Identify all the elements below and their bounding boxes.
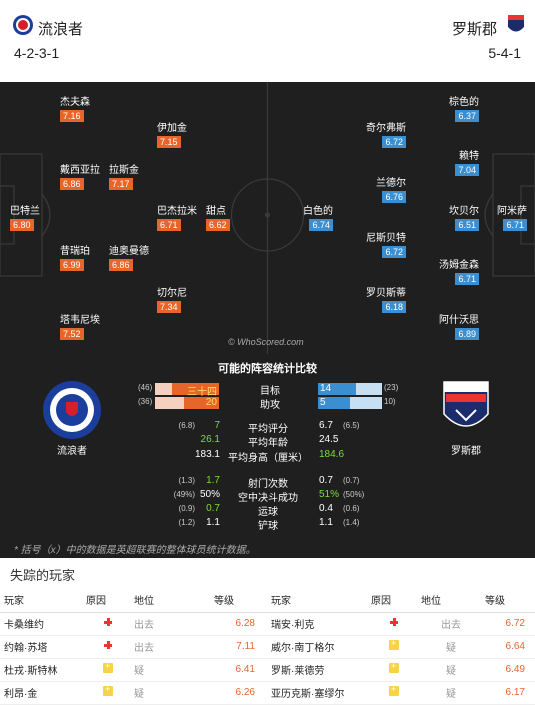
stat-row: (0.9) 0.7 运球 0.4 (0.6) [178, 503, 360, 518]
table-row: 卡桑维约 出去 6.28 瑞安·利克 出去 6.72 [0, 612, 535, 636]
home-team-name[interactable]: 流浪者 [38, 21, 84, 38]
doubtful-icon [103, 684, 113, 696]
watermark: © WhoScored.com [228, 337, 304, 347]
home-assists-bar [183, 397, 219, 409]
match-header: 流浪者 罗斯郡 4-2-3-1 5-4-1 [0, 0, 535, 82]
pitch-lines [0, 82, 535, 354]
home-player[interactable]: 迪奥曼德 6.86 [109, 246, 149, 271]
home-player[interactable]: 巴特兰 6.80 [10, 206, 40, 231]
home-player[interactable]: 戴西亚拉 6.86 [60, 165, 100, 190]
away-goals-bar [318, 383, 357, 395]
assists-row: (36) 20 助攻 5 10) [138, 397, 396, 411]
away-player[interactable]: 罗贝斯蒂 6.18 [366, 288, 406, 313]
ross-county-crest-icon [443, 381, 489, 427]
player-link[interactable]: 卡桑维约 [0, 612, 82, 636]
home-player[interactable]: 昔瑞珀 6.99 [60, 246, 90, 271]
player-link[interactable]: 瑞安·利克 [267, 612, 367, 636]
doubtful-icon [103, 661, 113, 673]
away-player[interactable]: 兰德尔 6.76 [376, 178, 406, 203]
table-row: 利昂·金 疑 6.26 亚历克斯·塞缪尔 疑 6.17 [0, 681, 535, 705]
rangers-badge-icon [13, 15, 33, 35]
table-row: 杜戎·斯特林 疑 6.41 罗斯·莱德劳 疑 6.49 [0, 658, 535, 682]
home-player[interactable]: 杰夫森 7.16 [60, 97, 90, 122]
away-player[interactable]: 奇尔弗斯 6.72 [366, 123, 406, 148]
stat-row: (1.2) 1.1 铲球 1.1 (1.4) [178, 517, 360, 532]
away-player[interactable]: 尼斯贝特 6.72 [366, 233, 406, 258]
away-formation: 5-4-1 [488, 45, 521, 61]
player-link[interactable]: 罗斯·莱德劳 [267, 658, 367, 682]
home-player[interactable]: 塔韦尼埃 7.52 [60, 315, 100, 340]
home-formation: 4-2-3-1 [14, 45, 60, 61]
away-player[interactable]: 汤姆金森 6.71 [439, 260, 479, 285]
doubtful-icon [389, 684, 399, 696]
away-team-name[interactable]: 罗斯郡 [451, 21, 497, 38]
stat-row: 183.1 平均身高（厘米） 184.6 [194, 449, 345, 464]
goals-row: (46) 三十四 目标 14 (23) [138, 383, 399, 398]
injury-icon [389, 617, 399, 627]
doubtful-icon [389, 661, 399, 673]
home-player[interactable]: 甜点 6.62 [206, 205, 230, 232]
injury-icon [103, 617, 113, 627]
doubtful-icon [389, 638, 399, 650]
player-link[interactable]: 威尔·南丁格尔 [267, 635, 367, 659]
stat-row: (6.8) 7 平均评分 6.7 (6.5) [178, 420, 360, 435]
home-player[interactable]: 伊加金 7.15 [157, 123, 187, 148]
away-player[interactable]: 坎贝尔 6.51 [449, 206, 479, 231]
home-goals-bar [171, 383, 219, 395]
comparison-title: 可能的阵容统计比较 [218, 363, 317, 375]
home-player[interactable]: 切尔尼 7.34 [157, 288, 187, 313]
player-link[interactable]: 杜戎·斯特林 [0, 658, 82, 682]
stat-row: 26.1 平均年龄 24.5 [200, 434, 339, 449]
away-player[interactable]: 棕色的 6.37 [449, 97, 479, 122]
player-link[interactable]: 利昂·金 [0, 681, 82, 705]
stat-row: (49%) 50% 空中决斗成功 51% (50%) [173, 489, 365, 504]
home-player[interactable]: 拉斯金 7.17 [109, 165, 139, 190]
ross-county-badge-icon [508, 15, 524, 32]
table-header: 玩家 原因 地位 等级 玩家 原因 地位 等级 [0, 588, 535, 613]
home-player[interactable]: 巴杰拉米 6.71 [157, 206, 197, 231]
stat-row: (1.3) 1.7 射门次数 0.7 (0.7) [178, 475, 360, 490]
lineup-comparison: 可能的阵容统计比较 流浪者 罗斯郡 (46) 三十四 目标 14 (23) (3… [0, 354, 535, 558]
away-player[interactable]: 白色的 6.74 [303, 206, 333, 231]
pitch: 杰夫森 7.16 伊加金 7.15 戴西亚拉 6.86 拉斯金 7.17 巴特兰… [0, 82, 535, 354]
away-player[interactable]: 赖特 7.04 [455, 150, 479, 177]
missing-players-title: 失踪的玩家 [10, 568, 76, 583]
table-row: 约翰·苏塔 出去 7.11 威尔·南丁格尔 疑 6.64 [0, 635, 535, 659]
away-player[interactable]: 阿米萨 6.71 [497, 206, 527, 231]
home-team-label: 流浪者 [57, 446, 87, 457]
away-assists-bar [318, 397, 350, 409]
away-player[interactable]: 阿什沃思 6.89 [439, 315, 479, 340]
player-link[interactable]: 亚历克斯·塞缪尔 [267, 681, 367, 705]
missing-players-table: 玩家 原因 地位 等级 玩家 原因 地位 等级 卡桑维约 出去 6.28 瑞安·… [0, 588, 535, 705]
injury-icon [103, 640, 113, 650]
footnote: * 括号（x）中的数据是英超联赛的整体球员统计数据。 [14, 545, 256, 556]
rangers-crest-icon [43, 381, 101, 439]
away-team-label: 罗斯郡 [451, 446, 481, 457]
player-link[interactable]: 约翰·苏塔 [0, 635, 82, 659]
